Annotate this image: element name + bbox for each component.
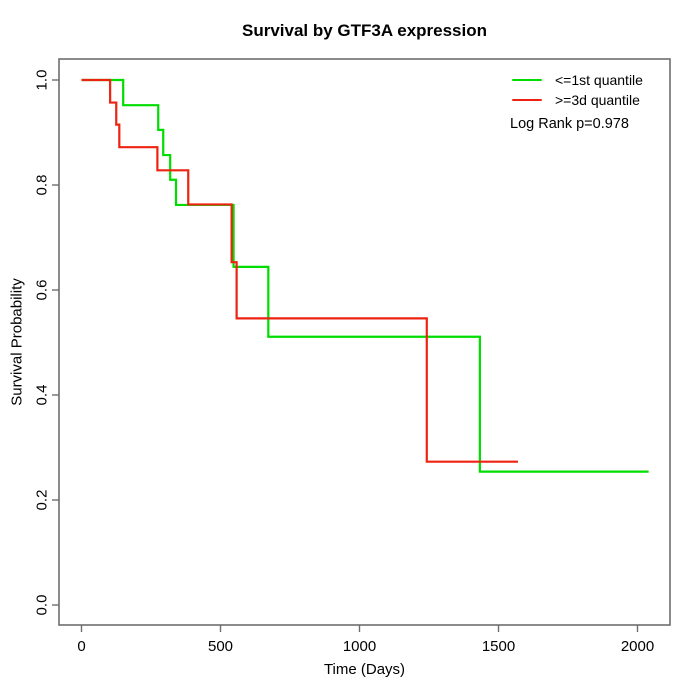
y-tick-label: 1.0 (33, 70, 50, 91)
x-tick-label: 1500 (482, 638, 515, 655)
legend-line-green (512, 78, 542, 82)
y-tick-label: 0.8 (33, 175, 50, 196)
y-tick-label: 0.4 (33, 385, 50, 406)
x-axis-label: Time (Days) (323, 661, 406, 678)
plot-frame (58, 58, 671, 626)
x-tick-label: 0 (77, 638, 85, 655)
y-tick-label: 0.2 (33, 490, 50, 511)
legend-label-third-quantile: >=3d quantile (555, 92, 640, 108)
x-tick-label: 2000 (621, 638, 654, 655)
survival-curve-green (81, 78, 649, 473)
legend-label-first-quantile: <=1st quantile (555, 72, 643, 88)
y-tick-label: 0.0 (33, 595, 50, 616)
chart-title: Survival by GTF3A expression (241, 21, 487, 40)
y-axis-label: Survival Probability (8, 278, 26, 406)
x-tick-label: 500 (208, 638, 233, 655)
survival-curve-red (81, 78, 518, 463)
y-tick-label: 0.6 (33, 280, 50, 301)
x-tick-label: 1000 (343, 638, 376, 655)
log-rank-pvalue: Log Rank p=0.978 (510, 116, 629, 132)
legend-line-red (512, 98, 542, 102)
